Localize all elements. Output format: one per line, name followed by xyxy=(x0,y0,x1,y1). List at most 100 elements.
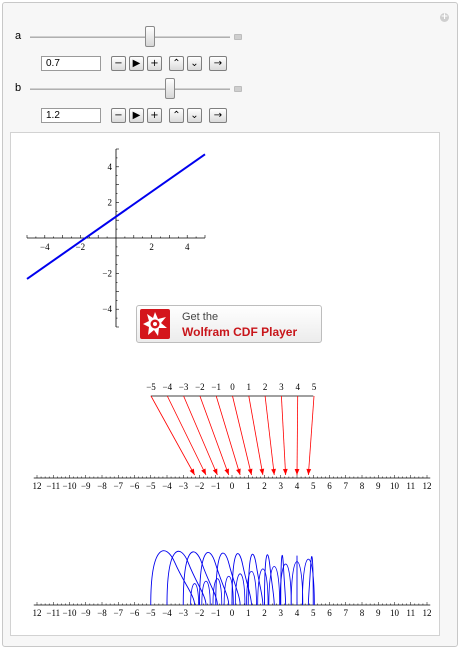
b-value-field[interactable]: 1.2 xyxy=(41,108,101,123)
number-line-label: 5 xyxy=(311,481,316,491)
a-faster-button[interactable]: ⌃ xyxy=(169,56,184,71)
number-line-label: −10 xyxy=(62,481,77,491)
number-line-label: 12 xyxy=(33,481,42,491)
cdf-player-banner[interactable]: Get the Wolfram CDF Player xyxy=(136,305,322,343)
map-arrow xyxy=(307,395,315,476)
b-direction-button[interactable]: → xyxy=(209,108,227,123)
a-value-field[interactable]: 0.7 xyxy=(41,56,101,71)
a-direction-button[interactable]: → xyxy=(209,56,227,71)
x-tick-label: 4 xyxy=(185,242,190,252)
number-line-label: −3 xyxy=(178,608,188,618)
number-line-label: 5 xyxy=(311,608,316,618)
number-line-label: −6 xyxy=(130,481,140,491)
slider-a-thumb[interactable] xyxy=(145,26,155,47)
number-line-label: −5 xyxy=(146,608,156,618)
number-line-label: −2 xyxy=(195,608,205,618)
number-line-label: −4 xyxy=(162,481,172,491)
a-slower-button[interactable]: ⌄ xyxy=(187,56,202,71)
x-tick-label: −4 xyxy=(40,242,50,252)
map-arrow xyxy=(199,395,230,476)
map-arrowhead xyxy=(282,468,288,475)
x-tick-label: −2 xyxy=(76,242,86,252)
map-arc xyxy=(231,553,252,606)
slider-b-label: b xyxy=(15,82,22,94)
y-tick-label: −4 xyxy=(102,304,112,314)
number-line-label: 11 xyxy=(406,608,415,618)
minus-box-icon[interactable] xyxy=(234,34,242,40)
number-line-label: 2 xyxy=(262,481,267,491)
arrow-map-plot: 12 −11 −10 −9 −8 −7 −6 −5 −4 −3 −2 −1 0 1 2 3 4 5 6 7 8 9 10 11… xyxy=(33,382,432,491)
cdf-banner-line2: Wolfram CDF Player xyxy=(182,325,298,339)
map-loop xyxy=(190,583,200,606)
a-decrement-button[interactable]: − xyxy=(111,56,126,71)
slider-a-track[interactable] xyxy=(30,36,230,38)
number-line-label: −9 xyxy=(81,481,91,491)
map-arrowhead xyxy=(306,468,312,475)
map-arrow xyxy=(248,395,264,476)
number-line-label: 12 xyxy=(33,608,42,618)
map-loop xyxy=(223,575,234,606)
number-line-label: −4 xyxy=(162,608,172,618)
number-line-label: 10 xyxy=(390,608,400,618)
map-arrowhead xyxy=(189,468,195,475)
b-decrement-button[interactable]: − xyxy=(111,108,126,123)
map-arrow xyxy=(150,395,195,476)
map-arrow xyxy=(183,395,218,476)
y-tick-label: −2 xyxy=(102,269,112,279)
series-line xyxy=(26,153,206,280)
map-arc xyxy=(166,550,207,606)
minus-box-icon[interactable] xyxy=(234,86,242,92)
number-line-label: 8 xyxy=(360,481,365,491)
a-increment-button[interactable]: + xyxy=(147,56,162,71)
map-loop xyxy=(212,578,223,606)
number-line-label: 7 xyxy=(344,608,349,618)
map-arrow xyxy=(264,395,275,476)
b-play-button[interactable]: ▶ xyxy=(129,108,144,123)
top-label: −2 xyxy=(195,382,205,392)
map-arrow xyxy=(232,395,252,476)
map-arc xyxy=(199,552,230,606)
map-loop xyxy=(301,558,315,606)
map-loop xyxy=(234,573,246,606)
number-line-label: −1 xyxy=(211,608,221,618)
map-arc xyxy=(264,554,275,606)
b-increment-button[interactable]: + xyxy=(147,108,162,123)
slider-b-track[interactable] xyxy=(30,88,230,90)
number-line-label: 9 xyxy=(376,481,381,491)
map-arrowhead xyxy=(259,468,265,475)
top-label: −3 xyxy=(179,382,189,392)
number-line-label: −11 xyxy=(46,481,60,491)
top-label: 5 xyxy=(312,382,317,392)
map-arrow xyxy=(215,395,241,476)
top-label: 3 xyxy=(279,382,284,392)
map-loop xyxy=(268,566,281,606)
y-tick-label: 2 xyxy=(108,197,113,207)
number-line-label: 3 xyxy=(279,608,284,618)
b-slower-button[interactable]: ⌄ xyxy=(187,108,202,123)
number-line-label: 12 xyxy=(423,608,432,618)
arc-map-plot: 12 −11 −10 −9 −8 −7 −6 −5 −4 −3 −2 −1 0 1 2 3 4 5 6 7 8 9 10 11… xyxy=(33,550,432,618)
map-arrowhead xyxy=(247,468,253,475)
plus-circle-icon[interactable]: + xyxy=(440,12,449,22)
map-arrowhead xyxy=(201,468,206,475)
map-arc xyxy=(247,553,264,606)
cdf-banner-line1: Get the xyxy=(182,311,219,323)
number-line-label: −7 xyxy=(113,608,123,618)
slider-b-thumb[interactable] xyxy=(165,78,175,99)
number-line-label: 6 xyxy=(327,608,332,618)
a-play-button[interactable]: ▶ xyxy=(129,56,144,71)
b-faster-button[interactable]: ⌃ xyxy=(169,108,184,123)
number-line-label: 0 xyxy=(230,481,235,491)
number-line-label: 0 xyxy=(230,608,235,618)
number-line-label: 2 xyxy=(262,608,267,618)
number-line-label: 12 xyxy=(423,481,432,491)
wolfram-spikey-icon xyxy=(140,309,170,339)
top-label: 4 xyxy=(295,382,300,392)
map-arc xyxy=(280,554,287,606)
map-loop xyxy=(257,568,269,606)
number-line-label: 4 xyxy=(295,608,300,618)
top-label: −1 xyxy=(211,382,221,392)
map-loop xyxy=(201,581,211,606)
number-line-label: −8 xyxy=(97,608,107,618)
number-line-label: −10 xyxy=(62,608,77,618)
